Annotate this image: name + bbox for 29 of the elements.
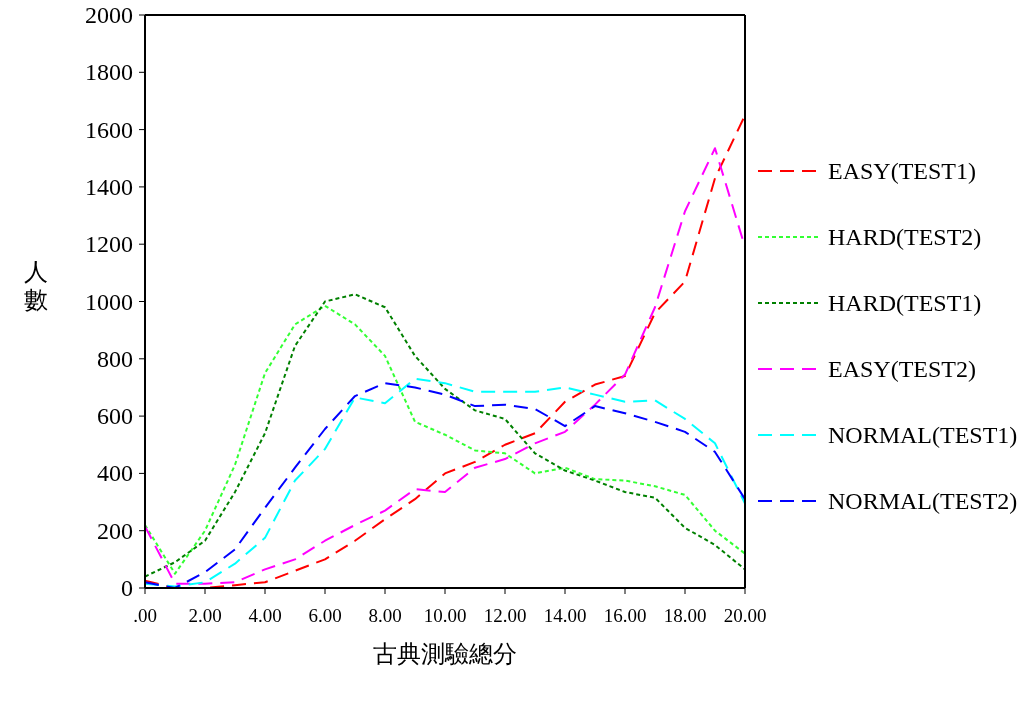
legend-label: EASY(TEST1) (828, 157, 976, 185)
y-tick-label: 1600 (85, 116, 133, 143)
x-tick-label: 10.00 (423, 605, 467, 626)
y-tick-label: 1800 (85, 59, 133, 86)
x-tick-label: 2.00 (188, 605, 222, 626)
y-tick-label: 1200 (85, 231, 133, 258)
y-tick-label: 0 (121, 575, 133, 601)
x-tick-label: .00 (133, 605, 157, 626)
legend-label: NORMAL(TEST1) (828, 421, 1018, 449)
y-tick-label: 200 (97, 517, 133, 544)
x-tick-label: 6.00 (308, 605, 342, 626)
legend-label: EASY(TEST2) (828, 355, 976, 383)
x-tick-label: 4.00 (248, 605, 282, 626)
legend-label: HARD(TEST1) (828, 289, 982, 317)
x-tick-label: 14.00 (543, 605, 587, 626)
x-tick-label: 18.00 (663, 605, 707, 626)
y-tick-label: 1400 (85, 173, 133, 200)
y-tick-label: 400 (97, 460, 133, 487)
legend-label: NORMAL(TEST2) (828, 487, 1018, 515)
x-axis-title: 古典測驗總分 (372, 640, 518, 669)
y-axis-title: 人數 (23, 258, 49, 314)
x-tick-label: 8.00 (368, 605, 402, 626)
x-tick-label: 12.00 (483, 605, 527, 626)
y-tick-label: 1000 (85, 288, 133, 315)
y-tick-label: 600 (97, 403, 133, 430)
x-tick-label: 20.00 (723, 605, 767, 626)
legend-label: HARD(TEST2) (828, 223, 982, 251)
y-tick-label: 800 (97, 345, 133, 372)
x-tick-label: 16.00 (603, 605, 647, 626)
